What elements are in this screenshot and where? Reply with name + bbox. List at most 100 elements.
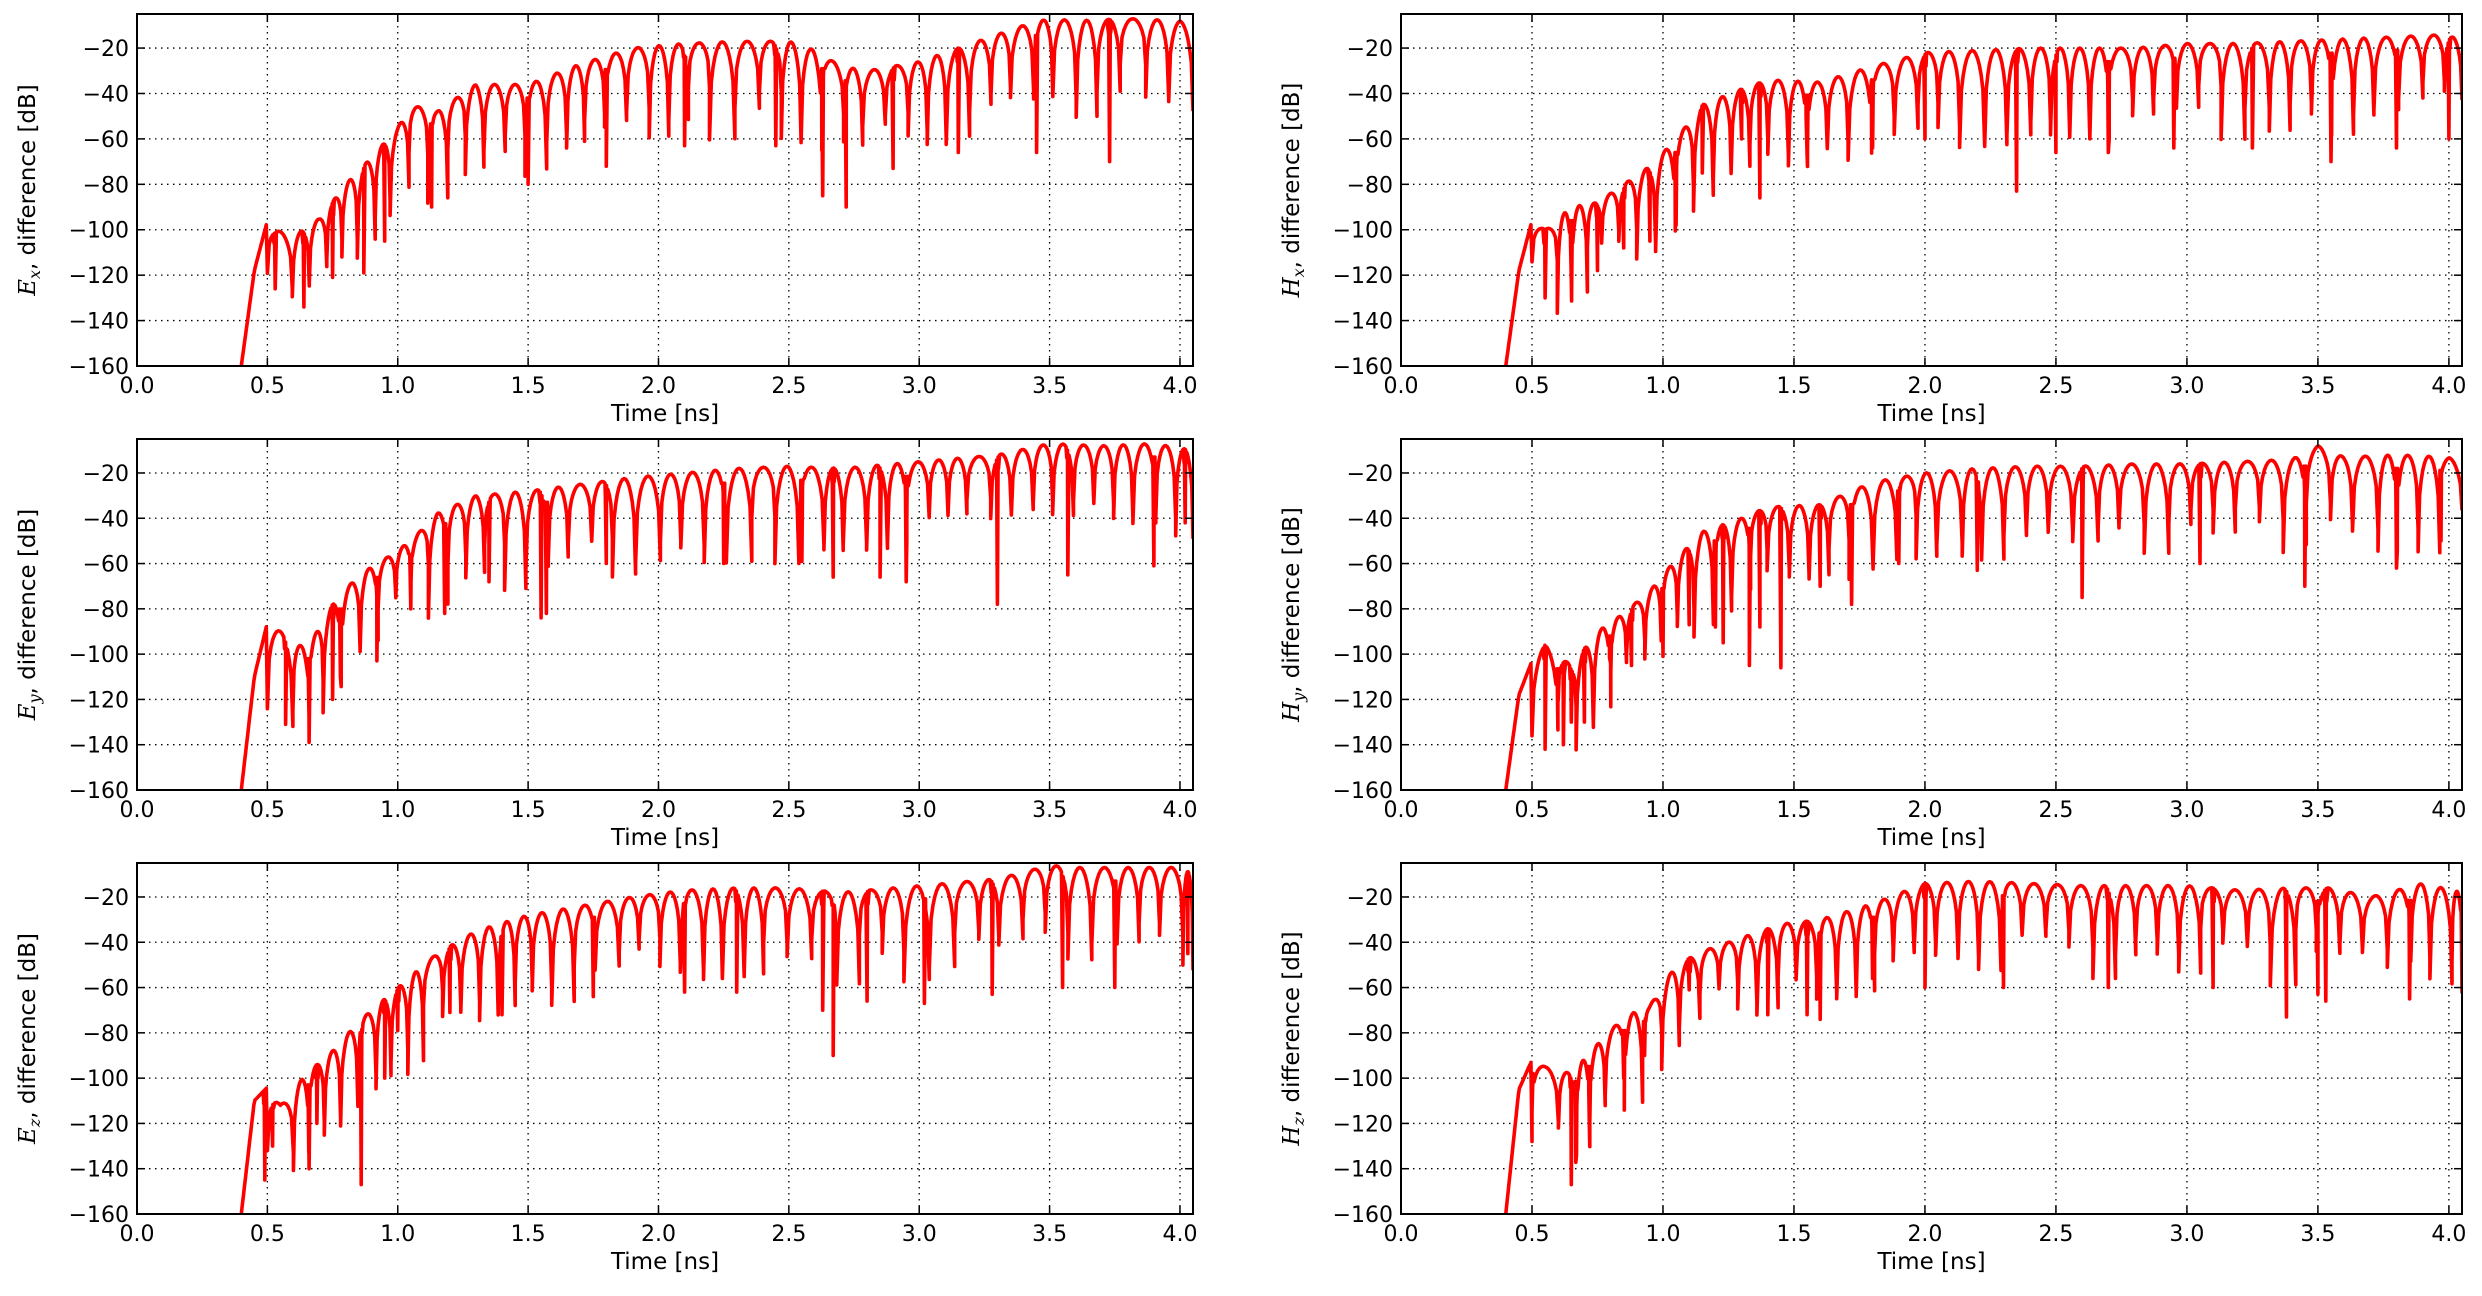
y-tick-label: −120	[69, 688, 129, 713]
y-tick-label: −100	[1333, 643, 1393, 668]
x-tick-label: 0.0	[1384, 798, 1419, 823]
y-tick-label: −140	[1333, 310, 1393, 335]
y-tick-label: −20	[1347, 462, 1393, 487]
x-tick-label: 2.0	[641, 374, 676, 399]
x-tick-label: 0.5	[1514, 798, 1549, 823]
y-axis-label: Hy, difference [dB]	[1279, 507, 1308, 723]
panel-hy: 0.0 0.5 1.0 1.5 2.0 2.5 3.0 3.5 4.0 −20 −40 −60 −80 −…	[1279, 438, 2466, 851]
y-axis-label: Ey, difference [dB]	[15, 509, 44, 722]
x-tick-label: 0.5	[250, 798, 285, 823]
series-line	[239, 864, 1193, 1214]
grid	[1400, 863, 2462, 1215]
x-tick-label: 3.5	[2300, 798, 2335, 823]
x-tick-label: 0.5	[250, 1222, 285, 1247]
x-tick-label: 3.0	[2169, 798, 2204, 823]
y-axis-rest: , difference [dB]	[1279, 83, 1305, 269]
y-axis-rest: , difference [dB]	[15, 933, 41, 1119]
x-tick-label: 2.0	[641, 1222, 676, 1247]
axes-frame	[1400, 438, 2463, 791]
y-tick-label: −80	[1347, 173, 1393, 198]
x-tick-label: 2.0	[1907, 798, 1942, 823]
x-tick-label: 4.0	[2431, 798, 2466, 823]
y-axis-symbol: H	[1279, 701, 1305, 723]
axes-frame	[1400, 862, 2463, 1215]
y-axis-subscript: x	[1289, 268, 1308, 277]
y-tick-label: −60	[83, 128, 129, 153]
y-tick-label: −160	[1333, 779, 1393, 804]
x-axis-label: Time [ns]	[610, 1249, 719, 1275]
y-tick-label: −80	[83, 173, 129, 198]
x-tick-label: 0.0	[120, 374, 155, 399]
y-tick-label: −60	[83, 553, 129, 578]
y-tick-label: −20	[83, 37, 129, 62]
y-tick-label: −160	[69, 355, 129, 380]
y-tick-label: −160	[1333, 355, 1393, 380]
y-axis-label: Hx, difference [dB]	[1279, 83, 1308, 299]
panel-hx: 0.0 0.5 1.0 1.5 2.0 2.5 3.0 3.5 4.0 −20 −40 −60 −80 −…	[1279, 13, 2466, 427]
x-tick-label: 3.5	[1032, 798, 1067, 823]
x-tick-label: 1.0	[1645, 1222, 1680, 1247]
x-tick-label: 0.5	[250, 374, 285, 399]
y-tick-label: −120	[69, 1112, 129, 1137]
y-axis-symbol: E	[15, 279, 41, 297]
x-axis-label: Time [ns]	[610, 825, 719, 851]
y-axis-subscript: z	[1289, 1117, 1308, 1127]
y-tick-label: −40	[1347, 931, 1393, 956]
y-tick-label: −80	[83, 598, 129, 623]
series-line	[239, 442, 1193, 790]
x-tick-label: 3.5	[1032, 1222, 1067, 1247]
x-tick-label: 3.0	[2169, 374, 2204, 399]
y-tick-label: −160	[69, 779, 129, 804]
panel-ex: 0.0 0.5 1.0 1.5 2.0 2.5 3.0 3.5 4.0 −20 −40 −60 −80 −…	[15, 13, 1197, 427]
axes-frame	[1400, 13, 2463, 367]
x-tick-label: 2.0	[1907, 374, 1942, 399]
y-tick-label: −20	[1347, 37, 1393, 62]
y-tick-label: −140	[1333, 734, 1393, 759]
x-tick-label: 3.0	[2169, 1222, 2204, 1247]
y-tick-label: −140	[69, 1158, 129, 1183]
y-tick-label: −120	[1333, 264, 1393, 289]
series-line	[1504, 33, 2462, 366]
x-tick-label: 1.0	[1645, 798, 1680, 823]
grid	[1400, 14, 2462, 367]
y-tick-label: −40	[83, 931, 129, 956]
series-line	[1504, 444, 2462, 790]
y-tick-label: −20	[83, 462, 129, 487]
y-tick-label: −20	[83, 886, 129, 911]
y-tick-label: −100	[69, 643, 129, 668]
y-tick-label: −120	[1333, 688, 1393, 713]
y-axis-rest: , difference [dB]	[1279, 931, 1305, 1117]
y-axis-label: Ex, difference [dB]	[15, 84, 44, 297]
x-tick-label: 2.0	[641, 798, 676, 823]
x-tick-label: 0.5	[1514, 1222, 1549, 1247]
x-tick-label: 2.5	[2038, 798, 2073, 823]
y-tick-label: −60	[1347, 128, 1393, 153]
y-axis-symbol: E	[15, 703, 41, 721]
x-tick-label: 1.5	[511, 374, 546, 399]
axes-frame	[136, 13, 1194, 367]
x-tick-label: 0.0	[120, 798, 155, 823]
x-tick-label: 0.0	[1384, 374, 1419, 399]
y-tick-label: −100	[69, 219, 129, 244]
x-tick-label: 1.0	[380, 1222, 415, 1247]
y-tick-label: −80	[83, 1022, 129, 1047]
x-axis-label: Time [ns]	[1876, 1249, 1985, 1275]
y-tick-label: −120	[1333, 1112, 1393, 1137]
y-axis-symbol: E	[15, 1127, 41, 1145]
y-axis-subscript: z	[25, 1118, 44, 1128]
y-tick-label: −100	[1333, 219, 1393, 244]
x-tick-label: 3.0	[902, 1222, 937, 1247]
x-tick-label: 4.0	[1162, 798, 1197, 823]
y-tick-label: −140	[1333, 1158, 1393, 1183]
x-tick-label: 4.0	[1162, 1222, 1197, 1247]
x-axis-label: Time [ns]	[610, 401, 719, 427]
axes-frame	[136, 438, 1194, 791]
x-tick-label: 0.5	[1514, 374, 1549, 399]
series-line	[239, 17, 1193, 366]
x-tick-label: 2.5	[771, 374, 806, 399]
y-tick-label: −140	[69, 734, 129, 759]
x-tick-label: 0.0	[1384, 1222, 1419, 1247]
panel-ez: 0.0 0.5 1.0 1.5 2.0 2.5 3.0 3.5 4.0 −20 −40 −60 −80 −…	[15, 862, 1197, 1275]
x-tick-label: 2.5	[771, 1222, 806, 1247]
